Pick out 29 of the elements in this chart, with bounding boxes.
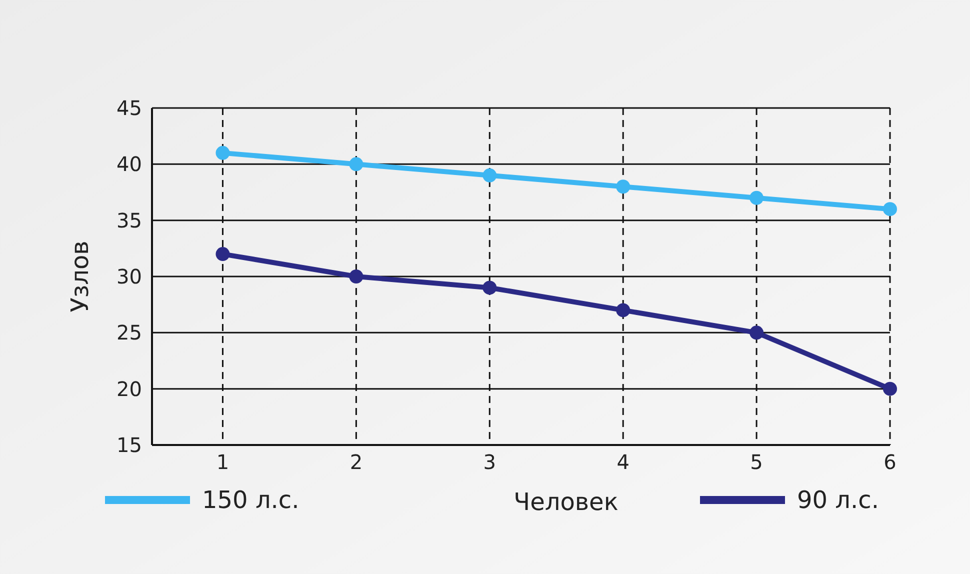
point [482,168,497,182]
x-tick-label: 3 [483,450,496,474]
x-tick-label: 1 [216,450,230,474]
point [349,270,364,284]
x-tick-label: 5 [750,450,763,474]
point [616,180,630,194]
point [349,157,364,172]
point [216,247,230,262]
y-tick-label: 15 [116,433,142,457]
y-axis-title: Узлов [66,240,94,312]
x-tick-label: 4 [616,450,630,474]
x-axis-title: Человек [514,488,618,516]
y-tick-label: 30 [116,264,142,288]
y-tick-label: 35 [116,208,142,232]
point [750,326,764,340]
y-tick-label: 40 [116,152,142,176]
point [750,190,764,205]
y-tick-label: 20 [116,376,142,401]
y-tick-label: 45 [116,96,142,120]
x-tick-label: 2 [350,450,363,474]
point [883,382,897,396]
point [216,146,230,160]
legend-label: 90 л.с. [797,486,879,514]
point [883,202,897,216]
y-tick-label: 25 [116,320,142,345]
point [616,303,630,318]
legend-label: 150 л.с. [202,486,300,514]
point [482,280,497,295]
x-tick-label: 6 [884,450,896,474]
